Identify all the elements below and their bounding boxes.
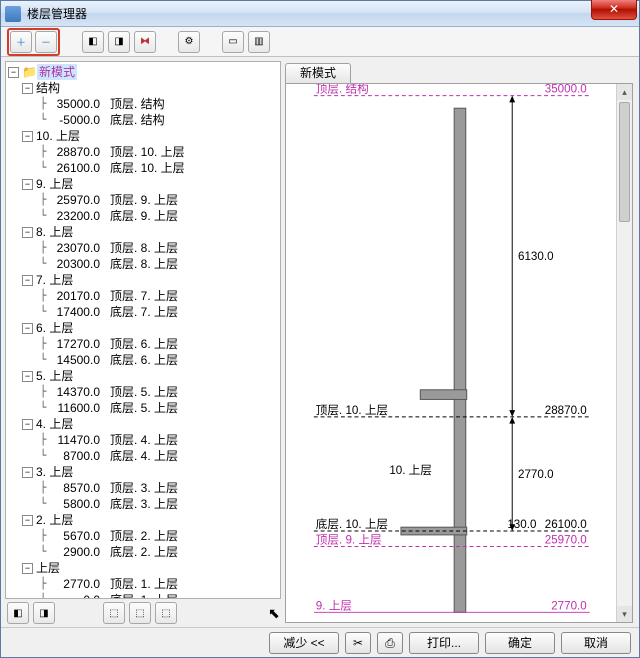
tree-item[interactable]: └20300.0底层. 8. 上层 (8, 256, 276, 272)
svg-text:顶层. 结构: 顶层. 结构 (316, 84, 369, 96)
tree-group[interactable]: −8. 上层 (8, 224, 276, 240)
footer: 减少 << ✂ ⎙ 打印... 确定 取消 (1, 627, 639, 657)
tool-e[interactable]: ▭ (222, 31, 244, 53)
tool-btn-2[interactable]: ⎙ (377, 632, 403, 654)
tree-item[interactable]: └26100.0底层. 10. 上层 (8, 160, 276, 176)
foot-btn-5[interactable]: ⬚ (155, 602, 177, 624)
svg-text:底层. 10. 上层: 底层. 10. 上层 (316, 517, 388, 531)
tree-item[interactable]: └14500.0底层. 6. 上层 (8, 352, 276, 368)
tree-item[interactable]: ├23070.0顶层. 8. 上层 (8, 240, 276, 256)
tool-b[interactable]: ◨ (108, 31, 130, 53)
tree-item[interactable]: ├11470.0顶层. 4. 上层 (8, 432, 276, 448)
toolbar-group-add-remove: ＋ － (7, 28, 60, 56)
tree-group[interactable]: −2. 上层 (8, 512, 276, 528)
add-button[interactable]: ＋ (10, 31, 32, 53)
toolbar: ＋ － ◧ ◨ ⧓ ⚙ ▭ ▥ (1, 27, 639, 57)
tree-group[interactable]: −9. 上层 (8, 176, 276, 192)
tree-group[interactable]: −4. 上层 (8, 416, 276, 432)
scroll-up[interactable]: ▴ (617, 84, 632, 100)
foot-btn-1[interactable]: ◧ (7, 602, 29, 624)
tree-group[interactable]: −6. 上层 (8, 320, 276, 336)
diagram-panel: 新模式 顶层. 结构 35000.0 顶层. 10. 上层 28870.0 底层. 10… (285, 61, 633, 623)
tree-item[interactable]: └-5000.0底层. 结构 (8, 112, 276, 128)
tree-item[interactable]: └5800.0底层. 3. 上层 (8, 496, 276, 512)
print-button[interactable]: 打印... (409, 632, 479, 654)
svg-text:顶层. 10. 上层: 顶层. 10. 上层 (316, 404, 388, 417)
tree-group[interactable]: −上层 (8, 560, 276, 576)
tool-btn-1[interactable]: ✂ (345, 632, 371, 654)
diagram-scrollbar[interactable]: ▴ ▾ (616, 84, 632, 622)
tree-item[interactable]: ├14370.0顶层. 5. 上层 (8, 384, 276, 400)
svg-text:6130.0: 6130.0 (518, 250, 554, 263)
tree-item[interactable]: └11600.0底层. 5. 上层 (8, 400, 276, 416)
tree-item[interactable]: ├25970.0顶层. 9. 上层 (8, 192, 276, 208)
tab-new-mode[interactable]: 新模式 (285, 63, 351, 83)
tree-item[interactable]: ├20170.0顶层. 7. 上层 (8, 288, 276, 304)
tree-item[interactable]: ├8570.0顶层. 3. 上层 (8, 480, 276, 496)
tree-panel: −📁 新模式−结构├35000.0顶层. 结构└-5000.0底层. 结构−10… (5, 61, 281, 623)
tree-item[interactable]: ├28870.0顶层. 10. 上层 (8, 144, 276, 160)
tab-row: 新模式 (285, 61, 633, 83)
tree-item[interactable]: └23200.0底层. 9. 上层 (8, 208, 276, 224)
svg-text:9. 上层: 9. 上层 (316, 599, 352, 612)
ok-button[interactable]: 确定 (485, 632, 555, 654)
foot-btn-3[interactable]: ⬚ (103, 602, 125, 624)
tree-footer: ◧ ◨ ⬚ ⬚ ⬚ (5, 599, 281, 623)
svg-text:28870.0: 28870.0 (545, 404, 587, 417)
svg-text:25970.0: 25970.0 (545, 534, 587, 547)
remove-button[interactable]: － (35, 31, 57, 53)
tree-item[interactable]: └0.0底层. 1. 上层 (8, 592, 276, 599)
window-title: 楼层管理器 (27, 5, 87, 22)
less-button[interactable]: 减少 << (269, 632, 339, 654)
svg-text:2770.0: 2770.0 (518, 468, 554, 481)
tree-item[interactable]: ├17270.0顶层. 6. 上层 (8, 336, 276, 352)
tree-item[interactable]: └2900.0底层. 2. 上层 (8, 544, 276, 560)
tree-group[interactable]: −10. 上层 (8, 128, 276, 144)
tree[interactable]: −📁 新模式−结构├35000.0顶层. 结构└-5000.0底层. 结构−10… (5, 61, 281, 599)
svg-text:2770.0: 2770.0 (551, 599, 587, 612)
svg-text:10. 上层: 10. 上层 (389, 464, 432, 477)
scroll-down[interactable]: ▾ (617, 606, 632, 622)
foot-btn-4[interactable]: ⬚ (129, 602, 151, 624)
body: −📁 新模式−结构├35000.0顶层. 结构└-5000.0底层. 结构−10… (1, 57, 639, 627)
svg-text:顶层. 9. 上层: 顶层. 9. 上层 (316, 534, 382, 547)
app-icon (5, 6, 21, 22)
titlebar[interactable]: 楼层管理器 ✕ (1, 1, 639, 27)
tool-d[interactable]: ⚙ (178, 31, 200, 53)
close-button[interactable]: ✕ (591, 0, 637, 20)
scroll-thumb[interactable] (619, 102, 630, 222)
tree-item[interactable]: ├5670.0顶层. 2. 上层 (8, 528, 276, 544)
tool-c[interactable]: ⧓ (134, 31, 156, 53)
tool-f[interactable]: ▥ (248, 31, 270, 53)
tree-item[interactable]: ├35000.0顶层. 结构 (8, 96, 276, 112)
tree-group[interactable]: −5. 上层 (8, 368, 276, 384)
svg-text:26100.0: 26100.0 (545, 518, 587, 531)
svg-text:35000.0: 35000.0 (545, 84, 587, 96)
tree-item[interactable]: ├2770.0顶层. 1. 上层 (8, 576, 276, 592)
tree-group[interactable]: −3. 上层 (8, 464, 276, 480)
tree-root[interactable]: −📁 新模式 (8, 64, 276, 80)
cancel-button[interactable]: 取消 (561, 632, 631, 654)
foot-btn-2[interactable]: ◨ (33, 602, 55, 624)
tree-item[interactable]: └17400.0底层. 7. 上层 (8, 304, 276, 320)
diagram[interactable]: 顶层. 结构 35000.0 顶层. 10. 上层 28870.0 底层. 10. 上层… (285, 83, 633, 623)
tool-a[interactable]: ◧ (82, 31, 104, 53)
diagram-svg: 顶层. 结构 35000.0 顶层. 10. 上层 28870.0 底层. 10. 上层… (286, 84, 632, 622)
tree-group[interactable]: −7. 上层 (8, 272, 276, 288)
window: 楼层管理器 ✕ ＋ － ◧ ◨ ⧓ ⚙ ▭ ▥ −📁 新模式−结构├35000.… (0, 0, 640, 658)
tree-group[interactable]: −结构 (8, 80, 276, 96)
tree-item[interactable]: └8700.0底层. 4. 上层 (8, 448, 276, 464)
